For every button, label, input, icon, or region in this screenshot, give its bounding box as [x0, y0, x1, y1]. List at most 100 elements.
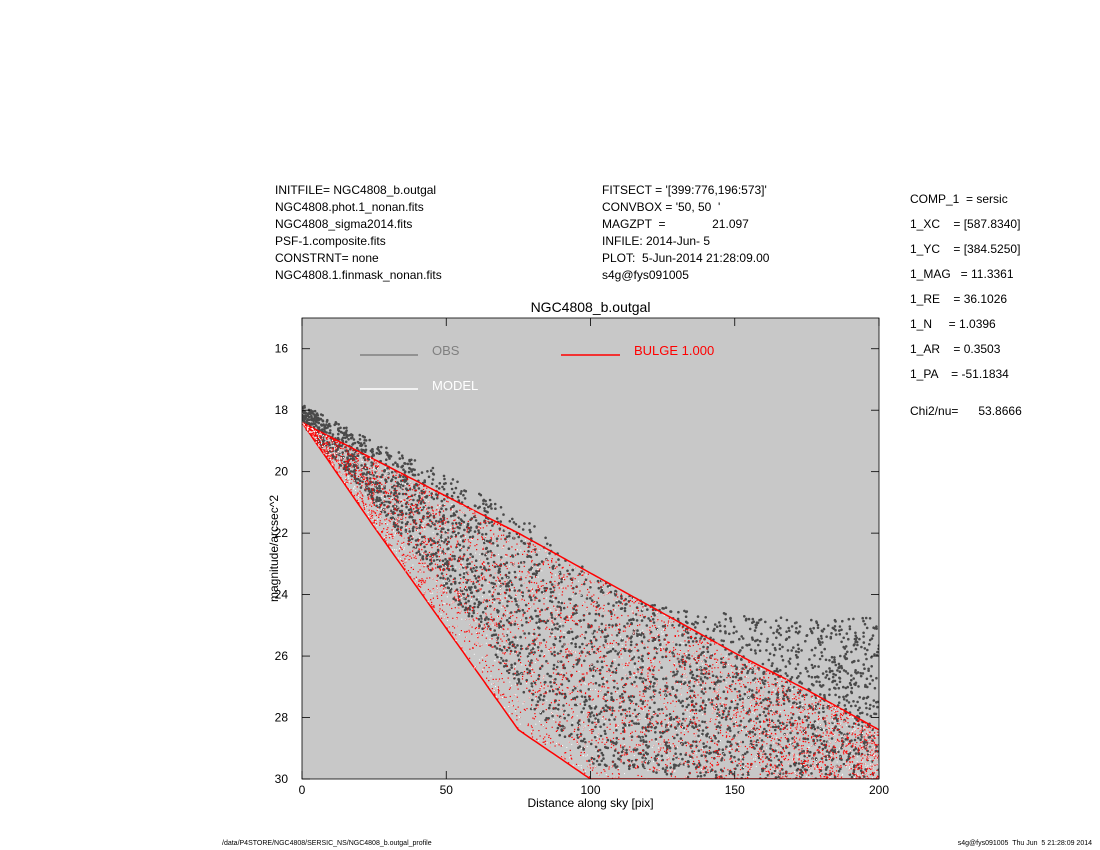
obs-point: [775, 667, 779, 671]
obs-point: [848, 625, 852, 628]
obs-point: [477, 529, 480, 532]
obs-point: [376, 487, 379, 490]
bulge-point: [807, 708, 809, 711]
obs-point: [528, 528, 531, 532]
bulge-point: [386, 528, 388, 531]
obs-point: [854, 669, 857, 672]
obs-point: [611, 706, 614, 710]
bulge-point: [580, 754, 582, 756]
obs-point: [675, 643, 678, 646]
obs-point: [813, 727, 817, 731]
obs-point: [840, 628, 843, 632]
obs-point: [548, 703, 552, 707]
obs-point: [788, 629, 791, 633]
obs-point: [678, 643, 682, 647]
bulge-point: [381, 523, 383, 525]
obs-point: [406, 462, 410, 466]
obs-point: [622, 726, 625, 730]
obs-point: [418, 526, 421, 530]
obs-point: [652, 669, 655, 672]
obs-point: [680, 675, 683, 678]
obs-point: [586, 651, 589, 654]
obs-point: [499, 656, 503, 660]
obs-point: [463, 497, 467, 500]
fit-parameter: 1_XC = [587.8340]: [910, 217, 1021, 231]
obs-point: [609, 664, 613, 668]
obs-point: [494, 653, 498, 657]
bulge-point: [385, 537, 387, 539]
obs-point: [798, 680, 802, 684]
obs-point: [430, 496, 434, 499]
bulge-point: [455, 634, 457, 636]
bulge-point: [525, 664, 527, 666]
obs-point: [636, 668, 640, 671]
obs-point: [358, 482, 361, 486]
bulge-point: [730, 745, 732, 747]
bulge-point: [379, 482, 382, 484]
bulge-point: [520, 579, 522, 581]
obs-point: [735, 748, 739, 752]
obs-point: [692, 684, 696, 688]
bulge-point: [665, 644, 667, 646]
header-left-line: INITFILE= NGC4808_b.outgal: [275, 183, 437, 197]
obs-point: [391, 511, 395, 514]
obs-point: [352, 470, 355, 473]
obs-point: [641, 680, 644, 683]
obs-point: [746, 750, 749, 754]
bulge-point: [733, 775, 735, 777]
obs-point: [702, 692, 705, 695]
obs-point: [649, 630, 653, 634]
obs-point: [479, 620, 483, 623]
bulge-point: [483, 599, 485, 601]
obs-point: [531, 617, 534, 620]
obs-point: [479, 601, 483, 605]
obs-point: [782, 702, 786, 706]
obs-point: [673, 673, 677, 677]
obs-point: [601, 677, 604, 680]
obs-point: [457, 603, 460, 606]
obs-point: [606, 738, 610, 742]
obs-point: [674, 747, 677, 750]
obs-point: [795, 656, 799, 659]
obs-point: [810, 631, 814, 635]
obs-point: [589, 715, 592, 718]
obs-point: [365, 467, 369, 471]
obs-point: [394, 523, 398, 527]
bulge-point: [373, 477, 375, 479]
obs-point: [738, 698, 742, 701]
obs-point: [853, 682, 856, 686]
obs-point: [619, 601, 622, 604]
bulge-point: [500, 638, 502, 640]
obs-point: [530, 682, 533, 685]
obs-point: [738, 637, 741, 641]
obs-point: [809, 705, 812, 708]
obs-point: [736, 702, 739, 706]
obs-point: [327, 424, 330, 428]
bulge-point: [496, 624, 498, 626]
obs-point: [538, 599, 541, 602]
obs-point: [634, 748, 638, 752]
obs-point: [337, 427, 340, 430]
obs-point: [722, 639, 725, 643]
bulge-point: [471, 561, 473, 563]
bulge-point: [482, 527, 484, 529]
obs-point: [729, 729, 732, 733]
obs-point: [646, 746, 649, 749]
bulge-point: [551, 560, 553, 562]
bulge-point: [678, 635, 680, 637]
obs-point: [493, 598, 496, 601]
obs-point: [491, 524, 494, 527]
obs-point: [563, 716, 566, 720]
obs-point: [463, 514, 467, 517]
obs-point: [526, 667, 529, 671]
bulge-point: [706, 664, 708, 666]
bulge-point: [351, 474, 353, 476]
obs-point: [545, 607, 549, 611]
obs-point: [584, 741, 587, 744]
obs-point: [799, 671, 802, 675]
obs-point: [429, 543, 433, 547]
bulge-point: [420, 519, 422, 521]
obs-point: [639, 739, 643, 742]
bulge-point: [738, 750, 740, 753]
obs-point: [344, 440, 348, 444]
